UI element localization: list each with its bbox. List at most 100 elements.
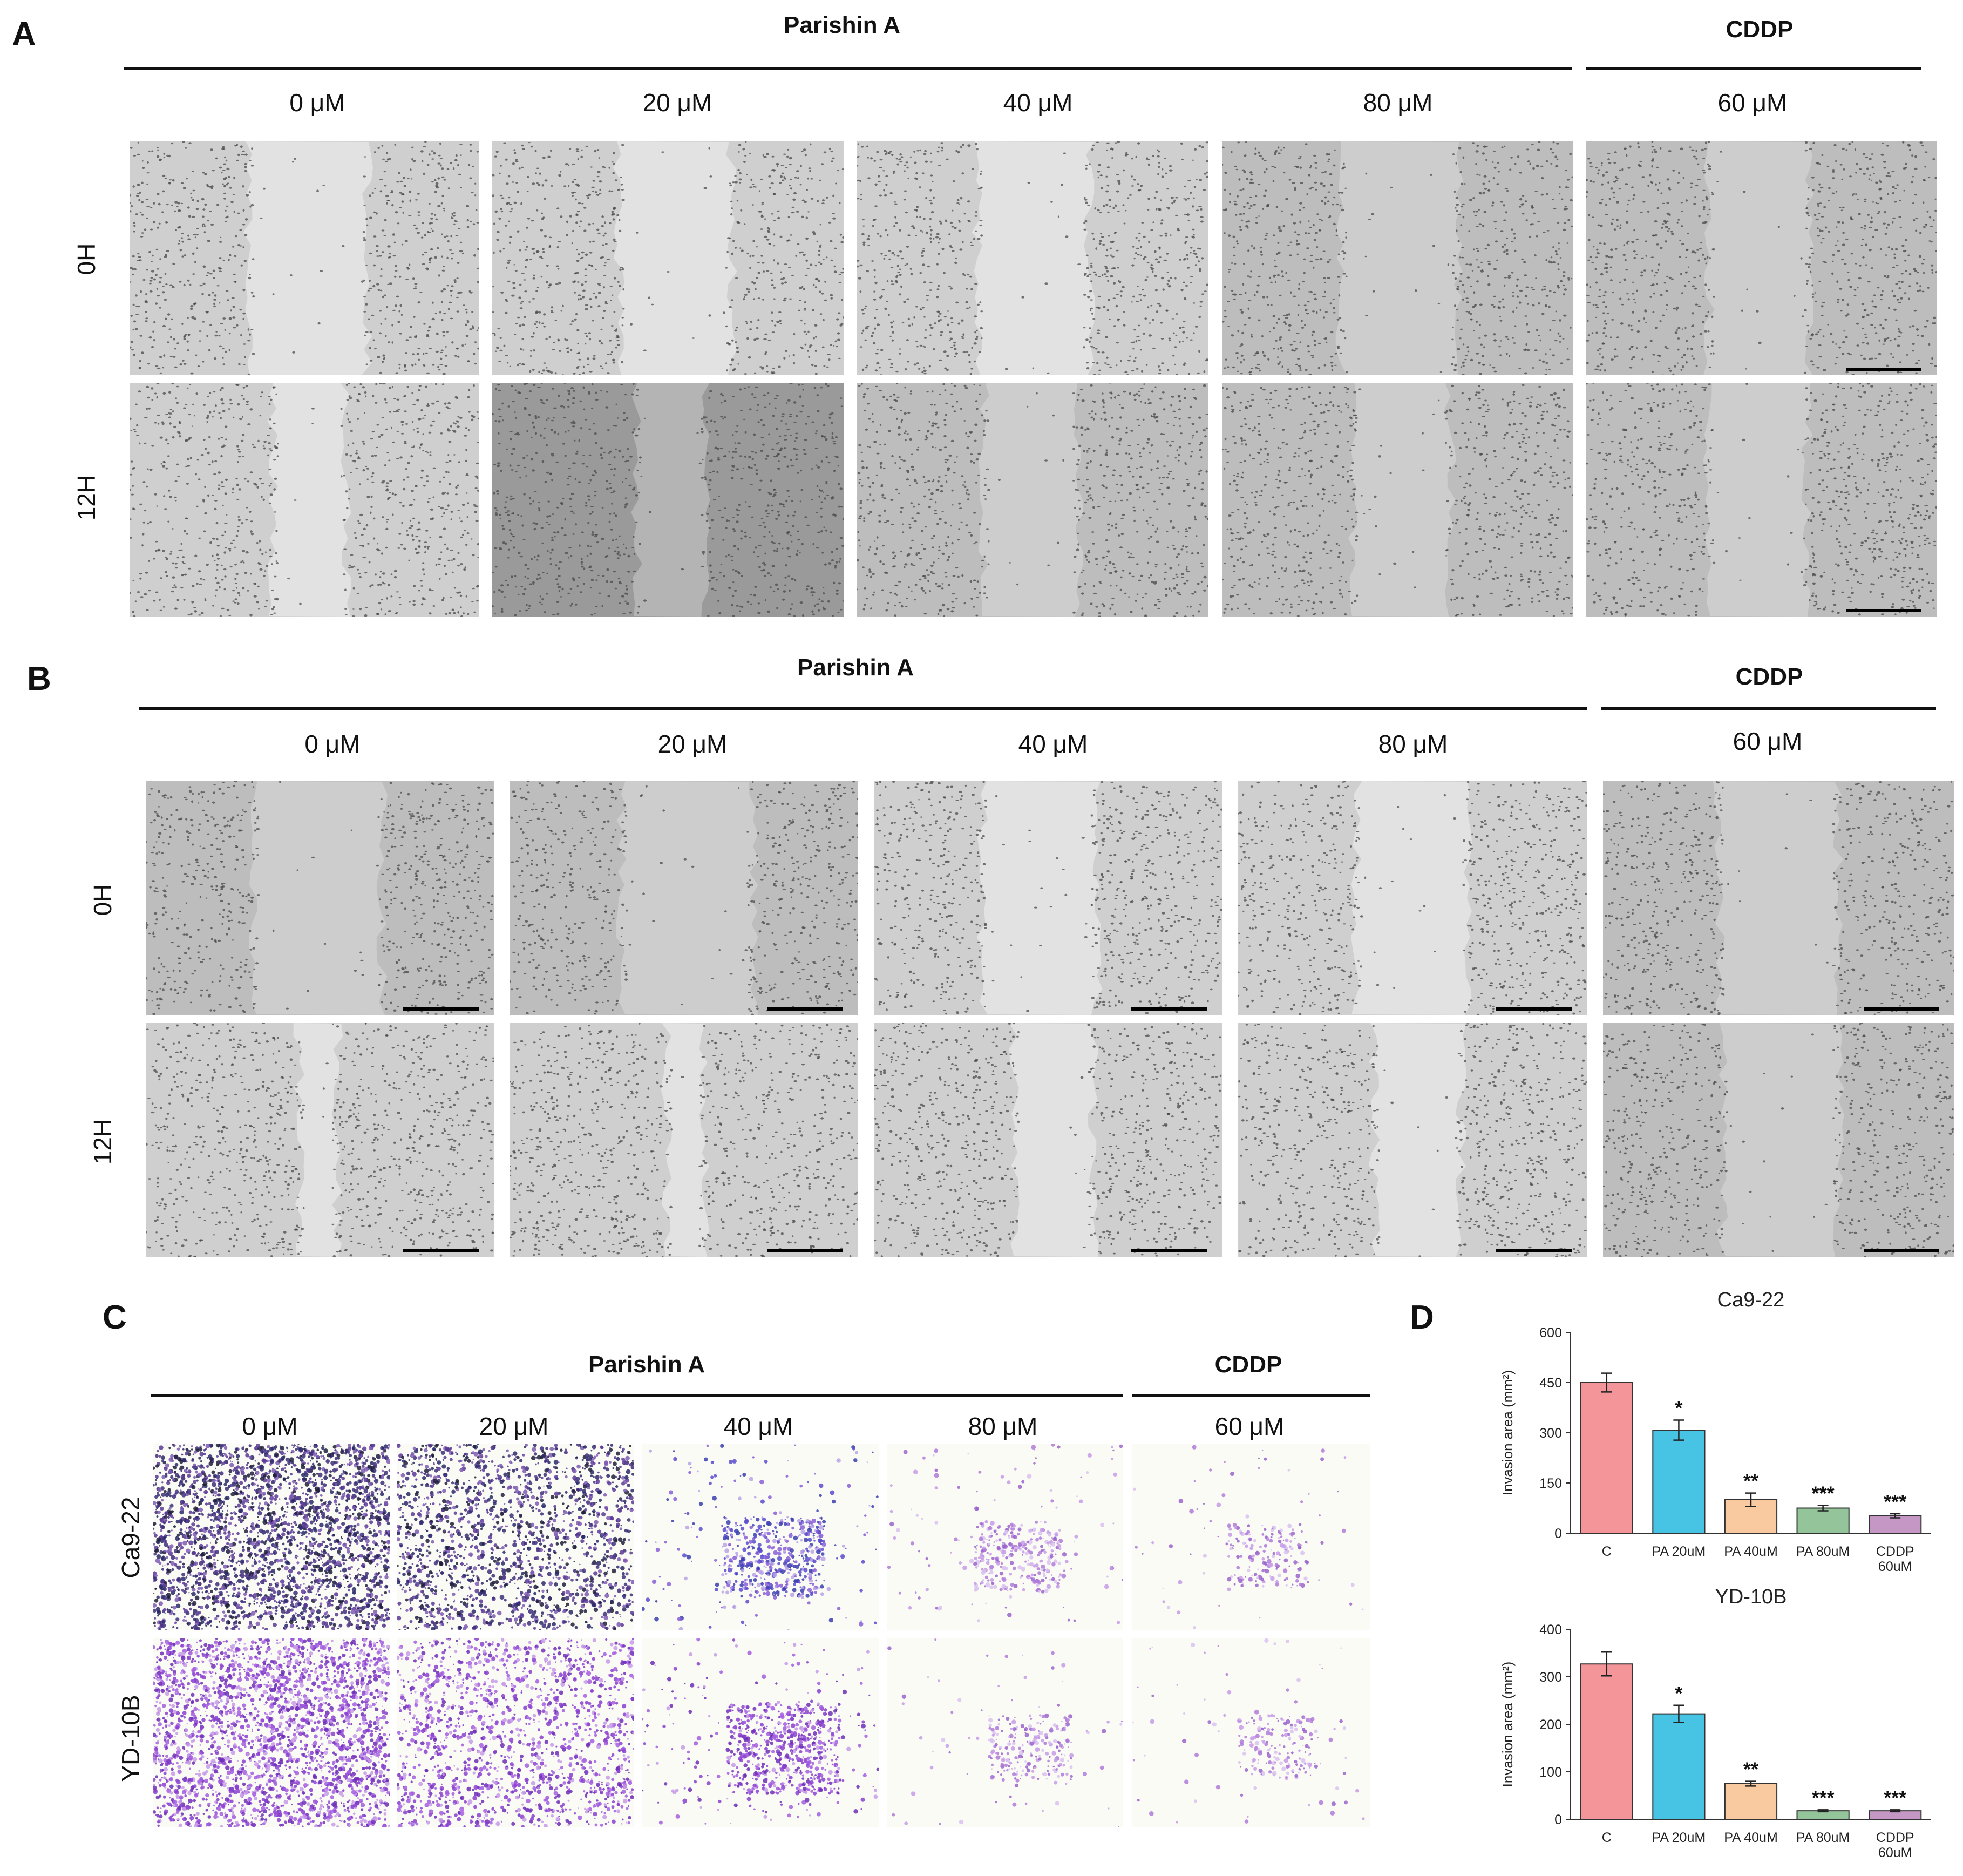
bar: [1653, 1430, 1704, 1533]
panel-a-conc-label: 80 μM: [1290, 88, 1506, 117]
y-tick-label: 200: [1539, 1717, 1562, 1732]
transwell-micrograph: [1132, 1444, 1370, 1630]
transwell-micrograph: [887, 1444, 1123, 1630]
y-tick-label: 300: [1539, 1670, 1562, 1685]
panel-label-a: A: [12, 15, 36, 53]
x-tick-label: 60uM: [1878, 1559, 1912, 1574]
transwell-micrograph: [642, 1638, 879, 1827]
x-tick-label: C: [1602, 1544, 1612, 1559]
wound-micrograph: [874, 1023, 1222, 1257]
panel-c-row-label: YD-10B: [116, 1695, 145, 1782]
y-tick-label: 300: [1539, 1426, 1562, 1441]
wound-micrograph: [1603, 1023, 1954, 1257]
chart-title: Ca9-22: [1717, 1289, 1785, 1311]
transwell-micrograph: [887, 1638, 1123, 1827]
panel-c-cddp-rule: [1132, 1394, 1370, 1397]
y-axis-label: Invasion area (mm²): [1499, 1662, 1516, 1787]
bar: [1653, 1714, 1704, 1819]
significance-marker: **: [1743, 1758, 1758, 1780]
panel-b-row-label: 12H: [88, 1119, 117, 1164]
significance-marker: ***: [1812, 1786, 1835, 1809]
panel-label-c: C: [103, 1298, 127, 1337]
wound-micrograph: [146, 1023, 494, 1257]
scale-bar: [403, 1249, 479, 1252]
bar: [1581, 1383, 1633, 1533]
scale-bar: [1496, 1249, 1572, 1252]
panel-label-d: D: [1410, 1298, 1434, 1337]
panel-c-row-label: Ca9-22: [116, 1497, 145, 1579]
y-tick-label: 150: [1539, 1476, 1562, 1491]
panel-a-conc-label: 40 μM: [930, 88, 1146, 117]
panel-c-group-parishin: Parishin A: [506, 1351, 787, 1378]
x-tick-label: PA 20uM: [1652, 1830, 1706, 1845]
scale-bar: [1846, 609, 1921, 612]
transwell-micrograph: [153, 1638, 390, 1827]
x-tick-label: CDDP: [1876, 1830, 1914, 1845]
wound-micrograph: [1586, 141, 1937, 375]
wound-micrograph: [874, 781, 1222, 1015]
scale-bar: [1846, 368, 1921, 371]
significance-marker: ***: [1884, 1491, 1906, 1513]
wound-micrograph: [1238, 781, 1587, 1015]
panel-b-parishin-rule: [139, 707, 1587, 710]
x-tick-label: PA 80uM: [1796, 1830, 1850, 1845]
wound-micrograph: [1586, 383, 1937, 617]
wound-micrograph: [1603, 781, 1954, 1015]
x-tick-label: 60uM: [1878, 1845, 1912, 1860]
panel-c-conc-label: 20 μM: [406, 1412, 622, 1441]
significance-marker: *: [1675, 1682, 1682, 1704]
transwell-micrograph: [1132, 1638, 1370, 1827]
panel-c-conc-label: 40 μM: [650, 1412, 866, 1441]
panel-b-conc-label: 20 μM: [585, 729, 800, 758]
transwell-micrograph: [642, 1444, 879, 1630]
y-tick-label: 600: [1539, 1325, 1562, 1340]
scale-bar: [1496, 1007, 1572, 1011]
panel-c-conc-label: 60 μM: [1142, 1412, 1357, 1441]
x-tick-label: CDDP: [1876, 1544, 1914, 1559]
panel-a-row-label: 0H: [72, 243, 101, 275]
y-axis-label: Invasion area (mm²): [1499, 1370, 1516, 1496]
panel-b-conc-label: 40 μM: [945, 729, 1161, 758]
wound-micrograph: [1238, 1023, 1587, 1257]
panel-b-cddp-rule: [1601, 707, 1936, 710]
x-tick-label: PA 40uM: [1724, 1830, 1778, 1845]
panel-b-group-cddp: CDDP: [1629, 663, 1910, 690]
significance-marker: ***: [1812, 1482, 1835, 1505]
scale-bar: [1131, 1249, 1207, 1252]
wound-micrograph: [130, 383, 479, 617]
panel-a-conc-label: 20 μM: [569, 88, 785, 117]
panel-label-b: B: [27, 660, 51, 698]
wound-micrograph: [492, 141, 844, 375]
panel-a-group-cddp: CDDP: [1619, 16, 1900, 43]
wound-micrograph: [1222, 383, 1573, 617]
transwell-micrograph: [397, 1638, 634, 1827]
wound-micrograph: [857, 383, 1208, 617]
chart-title: YD-10B: [1715, 1586, 1787, 1608]
panel-b-group-parishin: Parishin A: [715, 654, 996, 681]
panel-c-conc-label: 80 μM: [895, 1412, 1111, 1441]
x-tick-label: PA 40uM: [1724, 1544, 1778, 1559]
significance-marker: *: [1675, 1397, 1682, 1419]
y-tick-label: 0: [1554, 1526, 1562, 1541]
wound-micrograph: [510, 781, 858, 1015]
transwell-micrograph: [397, 1444, 634, 1630]
bar: [1581, 1664, 1633, 1819]
scale-bar: [1864, 1007, 1939, 1011]
wound-micrograph: [857, 141, 1208, 375]
scale-bar: [1864, 1249, 1939, 1252]
panel-a-row-label: 12H: [72, 475, 101, 520]
significance-marker: ***: [1884, 1786, 1906, 1809]
wound-micrograph: [510, 1023, 858, 1257]
panel-b-row-label: 0H: [88, 884, 117, 916]
x-tick-label: PA 80uM: [1796, 1544, 1850, 1559]
wound-micrograph: [130, 141, 479, 375]
bar: [1797, 1508, 1849, 1534]
panel-b-conc-label: 0 μM: [225, 729, 440, 758]
panel-a-parishin-rule: [124, 67, 1572, 70]
y-tick-label: 100: [1539, 1765, 1562, 1780]
wound-micrograph: [1222, 141, 1573, 375]
wound-micrograph: [146, 781, 494, 1015]
panel-a-conc-label: 60 μM: [1645, 88, 1860, 117]
transwell-micrograph: [153, 1444, 390, 1630]
y-tick-label: 450: [1539, 1376, 1562, 1391]
